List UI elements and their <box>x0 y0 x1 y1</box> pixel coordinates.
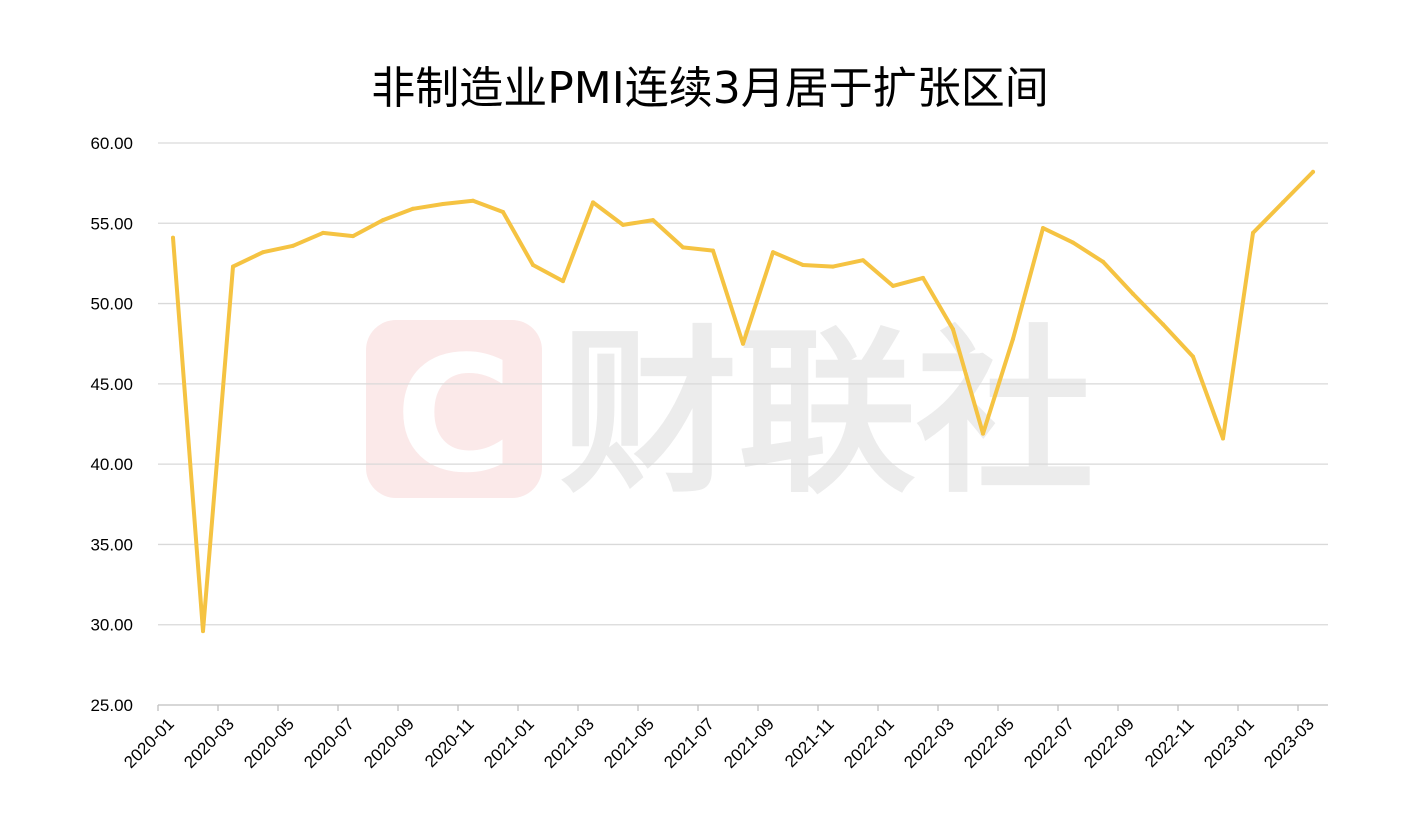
x-tick-label: 2021-01 <box>480 714 538 772</box>
x-tick-label: 2021-07 <box>660 714 718 772</box>
data-point <box>651 218 655 223</box>
data-point <box>921 275 925 280</box>
data-point <box>261 250 265 255</box>
data-point <box>1161 322 1165 327</box>
data-point <box>801 263 805 267</box>
data-point <box>501 210 505 214</box>
y-tick-label: 25.00 <box>90 696 133 715</box>
data-point <box>1041 226 1045 231</box>
y-tick-label: 45.00 <box>90 375 133 394</box>
data-point <box>231 264 235 269</box>
data-point <box>981 431 985 436</box>
chart-title: 非制造业PMI连续3月居于扩张区间 <box>371 63 1049 114</box>
x-tick-label: 2021-11 <box>781 714 838 771</box>
x-tick-label: 2022-07 <box>1020 714 1078 772</box>
x-tick-label: 2020-11 <box>421 714 478 771</box>
data-point <box>1131 291 1135 296</box>
data-point <box>891 283 895 288</box>
data-point <box>711 248 715 253</box>
data-point <box>1221 436 1225 441</box>
x-tick-label: 2022-03 <box>900 714 958 772</box>
data-point <box>591 200 595 205</box>
data-point <box>351 234 355 239</box>
data-point <box>861 258 865 263</box>
x-tick-label: 2020-03 <box>180 714 238 772</box>
x-tick-label: 2020-09 <box>360 714 418 772</box>
x-tick-label: 2020-05 <box>240 714 298 772</box>
data-point <box>1071 240 1075 245</box>
x-tick-label: 2021-05 <box>600 714 658 772</box>
grid <box>158 142 1328 626</box>
x-tick-label: 2021-09 <box>720 714 778 772</box>
data-point <box>441 202 445 206</box>
x-tick-label: 2022-11 <box>1141 714 1198 771</box>
x-tick-label: 2020-01 <box>120 714 178 772</box>
y-tick-label: 60.00 <box>90 134 133 153</box>
data-point <box>561 279 565 284</box>
y-tick-label: 50.00 <box>90 295 133 314</box>
x-axis <box>157 704 1328 711</box>
data-point <box>471 198 475 203</box>
data-point <box>171 235 175 240</box>
data-point <box>681 245 685 250</box>
x-axis-ticks: 2020-01 2020-03 2020-05 2020-07 2020-09 2020-… <box>120 714 1318 772</box>
data-point <box>1011 336 1015 341</box>
series-group <box>171 169 1315 634</box>
watermark-text: 财联社 <box>560 310 1094 517</box>
data-point <box>741 341 745 346</box>
y-tick-label: 30.00 <box>90 616 133 635</box>
y-tick-label: 55.00 <box>90 214 133 233</box>
data-point <box>321 230 325 235</box>
y-axis-ticks: 25.00 30.00 35.00 40.00 45.00 50.00 55.00 60.00 <box>90 134 133 715</box>
data-point <box>951 327 955 332</box>
data-point <box>1281 200 1285 205</box>
x-tick-label: 2023-03 <box>1260 714 1318 772</box>
x-tick-label: 2021-03 <box>540 714 598 772</box>
data-point <box>771 250 775 255</box>
watermark-logo <box>366 320 542 498</box>
data-point <box>531 263 535 267</box>
data-point <box>1251 230 1255 235</box>
data-point <box>831 264 835 269</box>
data-point <box>1101 259 1105 264</box>
data-point <box>1191 354 1195 359</box>
data-point <box>1311 169 1315 174</box>
watermark-logo-letter: C <box>395 321 512 508</box>
data-point <box>201 629 205 634</box>
x-tick-label: 2022-05 <box>960 714 1018 772</box>
watermark: C 财联社 <box>366 310 1094 517</box>
y-tick-label: 40.00 <box>90 455 133 474</box>
x-tick-label: 2020-07 <box>300 714 358 772</box>
x-tick-label: 2022-09 <box>1080 714 1138 772</box>
data-point <box>411 206 415 211</box>
data-point <box>291 243 295 248</box>
y-tick-label: 35.00 <box>90 535 133 554</box>
data-point <box>381 218 385 223</box>
data-point <box>621 222 625 227</box>
x-tick-label: 2023-01 <box>1200 714 1258 772</box>
x-tick-label: 2022-01 <box>840 714 898 772</box>
